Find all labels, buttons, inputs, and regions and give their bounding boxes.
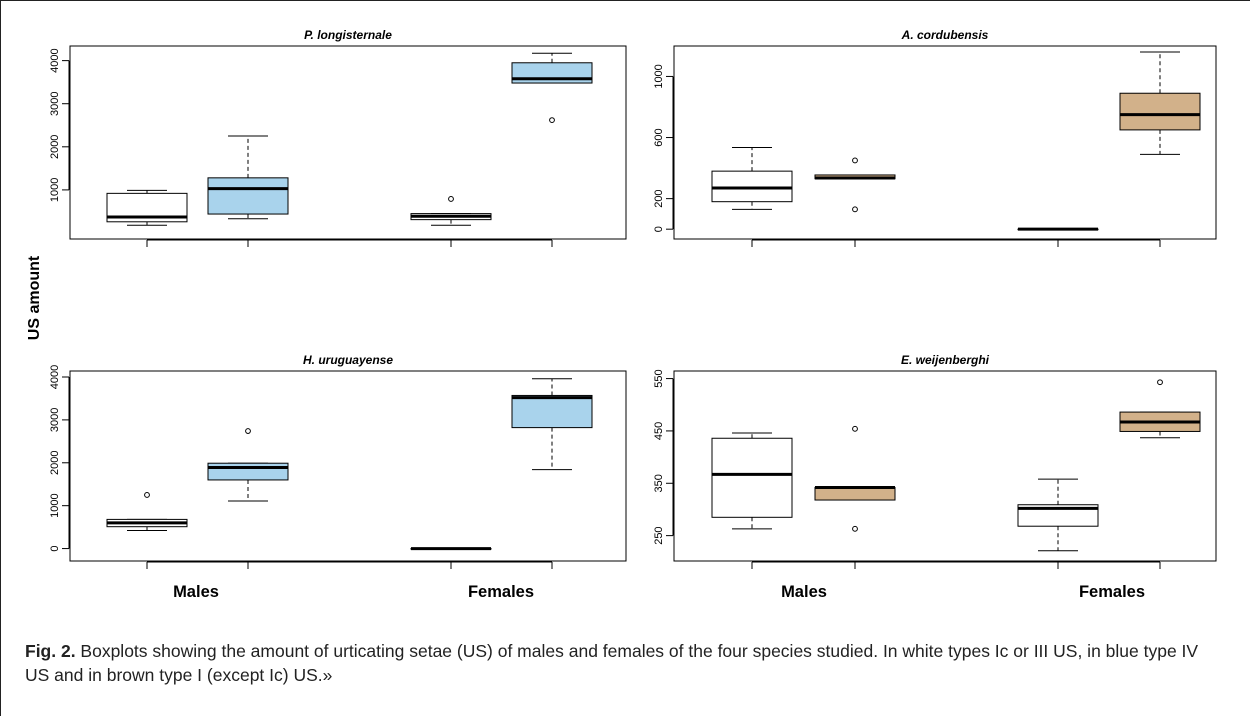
box-iqr (207, 462, 289, 481)
outlier-point (1157, 379, 1163, 386)
box-males-brown (814, 425, 896, 532)
box-females-brown (1119, 379, 1201, 439)
plot-frame (673, 370, 1217, 562)
outlier-point (245, 428, 251, 434)
box-iqr (711, 170, 793, 203)
box-males-white (106, 492, 188, 532)
box-males-blue (207, 135, 289, 220)
caption-text: Boxplots showing the amount of urticatin… (25, 641, 1199, 685)
outlier-point (852, 206, 858, 213)
box-males-white (711, 146, 793, 210)
box-females-brown (1119, 51, 1201, 155)
plot-frame (69, 45, 627, 240)
y-tick-label: 550 (653, 369, 665, 387)
outlier-point (144, 492, 150, 498)
y-tick-label: 250 (653, 526, 665, 544)
panel-title: P. longisternale (304, 28, 392, 42)
box-males-white (106, 189, 188, 226)
box-iqr (511, 394, 593, 429)
outlier-point (448, 196, 454, 202)
box-females-white (410, 547, 492, 551)
box-males-brown (814, 157, 896, 213)
outlier-point (852, 425, 858, 432)
y-tick-label: 2000 (49, 135, 61, 159)
y-axis-label: US amount (26, 255, 43, 340)
y-tick-label: 200 (653, 189, 665, 207)
y-tick-label: 2000 (49, 451, 61, 475)
outlier-point (852, 157, 858, 164)
panel-e-weijenberghi: E. weijenberghi 250 350 450 550 (653, 353, 1217, 569)
y-tick-label: 600 (653, 128, 665, 146)
y-tick-label: 0 (653, 226, 665, 232)
box-iqr (1017, 504, 1099, 527)
figure-caption: Fig. 2. Boxplots showing the amount of u… (25, 639, 1225, 687)
box-females-blue (511, 52, 593, 123)
box-males-white (711, 432, 793, 530)
x-group-label-females-left: Females (468, 583, 534, 601)
y-tick-label: 1000 (49, 178, 61, 202)
caption-label: Fig. 2. (25, 641, 76, 661)
box-females-blue (511, 378, 593, 471)
y-tick-label: 1000 (653, 64, 665, 88)
outlier-point (852, 525, 858, 532)
y-tick-label: 3000 (49, 408, 61, 432)
y-tick-label: 1000 (49, 493, 61, 517)
plot-frame (673, 45, 1217, 240)
box-females-white (410, 196, 492, 226)
panel-h-uruguayense: H. uruguayense 0 1000 2000 3000 4000 (49, 353, 627, 569)
box-iqr (207, 177, 289, 215)
y-tick-label: 450 (653, 422, 665, 440)
panel-title: E. weijenberghi (901, 353, 990, 367)
boxplot-figure: US amount P. longisternale10002000300040… (26, 28, 1217, 601)
box-females-white (1017, 227, 1099, 231)
outlier-point (549, 117, 555, 123)
x-group-label-males-right: Males (781, 583, 827, 601)
y-tick-label: 0 (49, 546, 61, 552)
y-tick-label: 350 (653, 474, 665, 492)
box-iqr (1119, 92, 1201, 131)
box-males-blue (207, 428, 289, 502)
panel-p-longisternale: P. longisternale 1000 2000 3000 4000 (49, 28, 627, 247)
plot-frame (69, 370, 627, 562)
panel-title: H. uruguayense (303, 353, 393, 367)
box-females-white (1017, 478, 1099, 552)
y-tick-label: 3000 (49, 91, 61, 115)
panel-a-cordubensis: A. cordubensis 0 200 600 1000 (653, 28, 1217, 247)
x-group-label-females-right: Females (1079, 583, 1145, 601)
panel-title: A. cordubensis (901, 28, 989, 42)
x-group-label-males-left: Males (173, 583, 219, 601)
box-iqr (711, 437, 793, 518)
y-tick-label: 4000 (49, 48, 61, 72)
y-tick-label: 4000 (49, 365, 61, 389)
box-iqr (814, 486, 896, 501)
